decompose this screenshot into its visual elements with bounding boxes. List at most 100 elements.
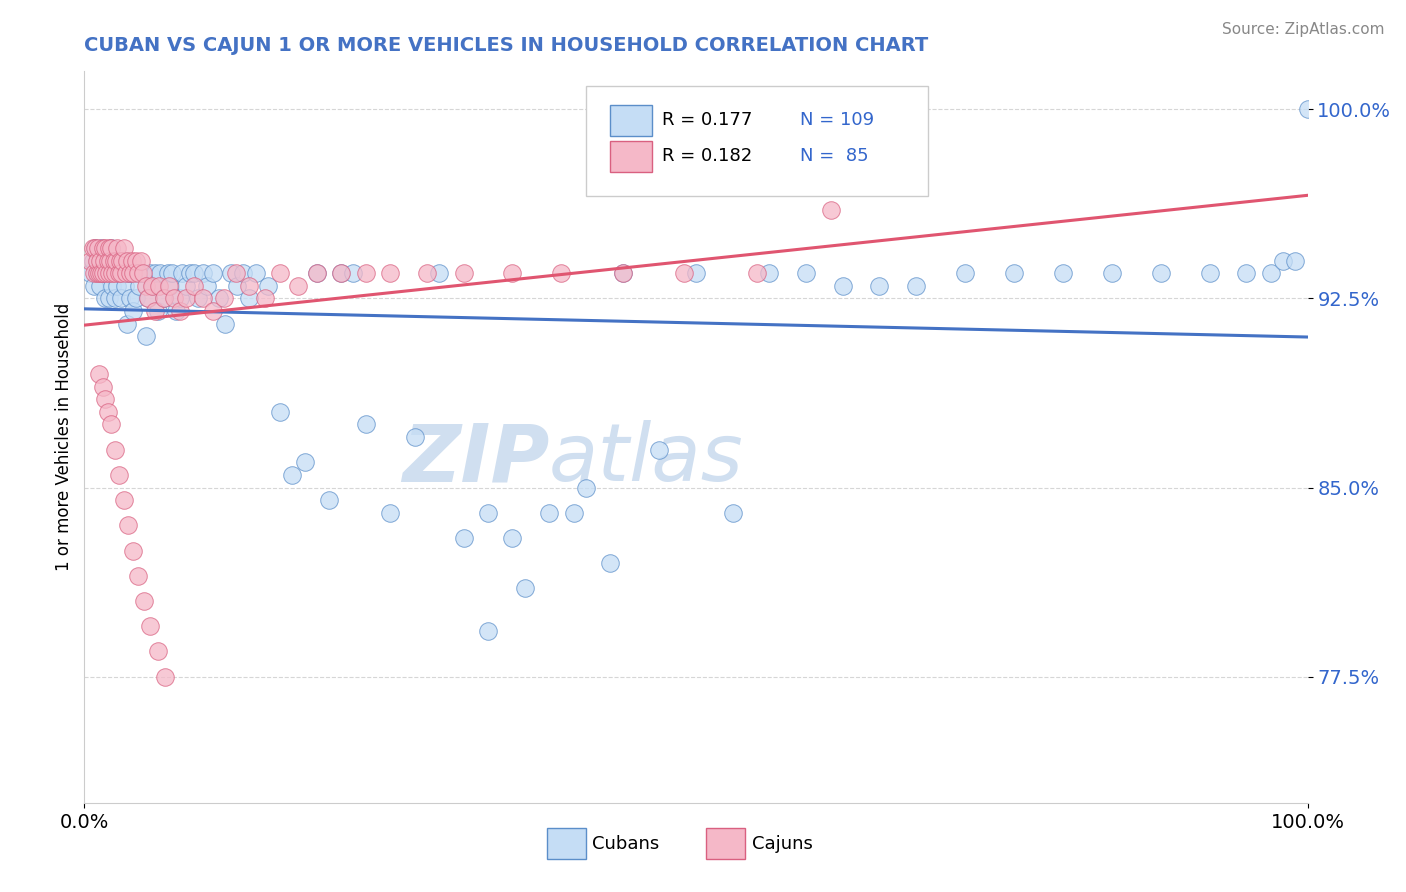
Point: [115, 266, 138, 280]
Point: [94, 291, 117, 305]
Point: [294, 455, 316, 469]
Point: [136, 291, 159, 305]
Point: [115, 317, 138, 331]
Point: [90, 241, 112, 255]
Point: [143, 266, 166, 280]
Text: N =  85: N = 85: [800, 147, 869, 165]
Point: [148, 278, 170, 293]
Point: [219, 266, 242, 280]
Point: [112, 493, 135, 508]
Point: [104, 291, 127, 305]
Point: [101, 278, 124, 293]
Point: [86, 253, 108, 268]
Point: [721, 506, 744, 520]
Point: [305, 266, 328, 280]
Point: [146, 644, 169, 658]
Point: [93, 253, 115, 268]
Point: [191, 291, 214, 305]
Point: [82, 241, 104, 255]
Point: [305, 266, 328, 280]
Point: [89, 278, 111, 293]
Point: [86, 253, 108, 268]
Point: [79, 253, 101, 268]
Point: [97, 253, 120, 268]
Point: [1198, 266, 1220, 280]
Point: [114, 278, 136, 293]
Point: [226, 278, 249, 293]
Point: [97, 253, 120, 268]
Point: [122, 304, 145, 318]
Point: [135, 278, 157, 293]
Point: [477, 506, 499, 520]
Point: [869, 278, 891, 293]
Point: [127, 266, 149, 280]
Point: [1101, 266, 1123, 280]
Point: [115, 253, 138, 268]
Point: [84, 241, 107, 255]
Point: [685, 266, 707, 280]
Point: [79, 266, 101, 280]
Point: [91, 379, 114, 393]
Point: [287, 278, 309, 293]
Point: [91, 253, 114, 268]
Point: [162, 266, 184, 280]
Point: [135, 329, 157, 343]
Point: [117, 266, 139, 280]
Point: [1150, 266, 1173, 280]
Point: [141, 278, 163, 293]
Point: [124, 266, 146, 280]
Point: [97, 405, 120, 419]
FancyBboxPatch shape: [547, 829, 586, 859]
Text: N = 109: N = 109: [800, 112, 875, 129]
Point: [86, 266, 108, 280]
Point: [208, 291, 231, 305]
Point: [1002, 266, 1025, 280]
Point: [94, 241, 117, 255]
Point: [225, 266, 247, 280]
Point: [257, 278, 280, 293]
Point: [91, 241, 114, 255]
Point: [96, 266, 118, 280]
Point: [1260, 266, 1282, 280]
Text: R = 0.182: R = 0.182: [662, 147, 752, 165]
Point: [111, 266, 134, 280]
Point: [513, 582, 536, 596]
Point: [575, 481, 598, 495]
Point: [100, 417, 122, 432]
Point: [187, 291, 209, 305]
Text: Source: ZipAtlas.com: Source: ZipAtlas.com: [1222, 22, 1385, 37]
Point: [159, 278, 181, 293]
Point: [380, 506, 402, 520]
FancyBboxPatch shape: [586, 86, 928, 195]
Text: CUBAN VS CAJUN 1 OR MORE VEHICLES IN HOUSEHOLD CORRELATION CHART: CUBAN VS CAJUN 1 OR MORE VEHICLES IN HOU…: [84, 36, 928, 54]
Point: [127, 569, 149, 583]
Point: [330, 266, 353, 280]
Point: [1284, 253, 1306, 268]
Point: [110, 291, 132, 305]
Point: [125, 291, 148, 305]
Point: [136, 291, 159, 305]
Point: [143, 304, 166, 318]
Point: [128, 278, 150, 293]
Point: [758, 266, 780, 280]
Point: [96, 266, 118, 280]
Point: [127, 266, 149, 280]
Point: [672, 266, 695, 280]
Point: [612, 266, 634, 280]
Point: [502, 531, 524, 545]
Point: [87, 266, 110, 280]
Point: [1296, 102, 1319, 116]
Point: [112, 241, 135, 255]
Point: [112, 253, 135, 268]
FancyBboxPatch shape: [610, 141, 652, 171]
Point: [354, 417, 377, 432]
Point: [245, 266, 267, 280]
Point: [97, 266, 120, 280]
Point: [98, 253, 121, 268]
Text: R = 0.177: R = 0.177: [662, 112, 752, 129]
Point: [125, 253, 148, 268]
Point: [91, 266, 114, 280]
Point: [97, 253, 120, 268]
Point: [98, 266, 121, 280]
Point: [86, 266, 108, 280]
